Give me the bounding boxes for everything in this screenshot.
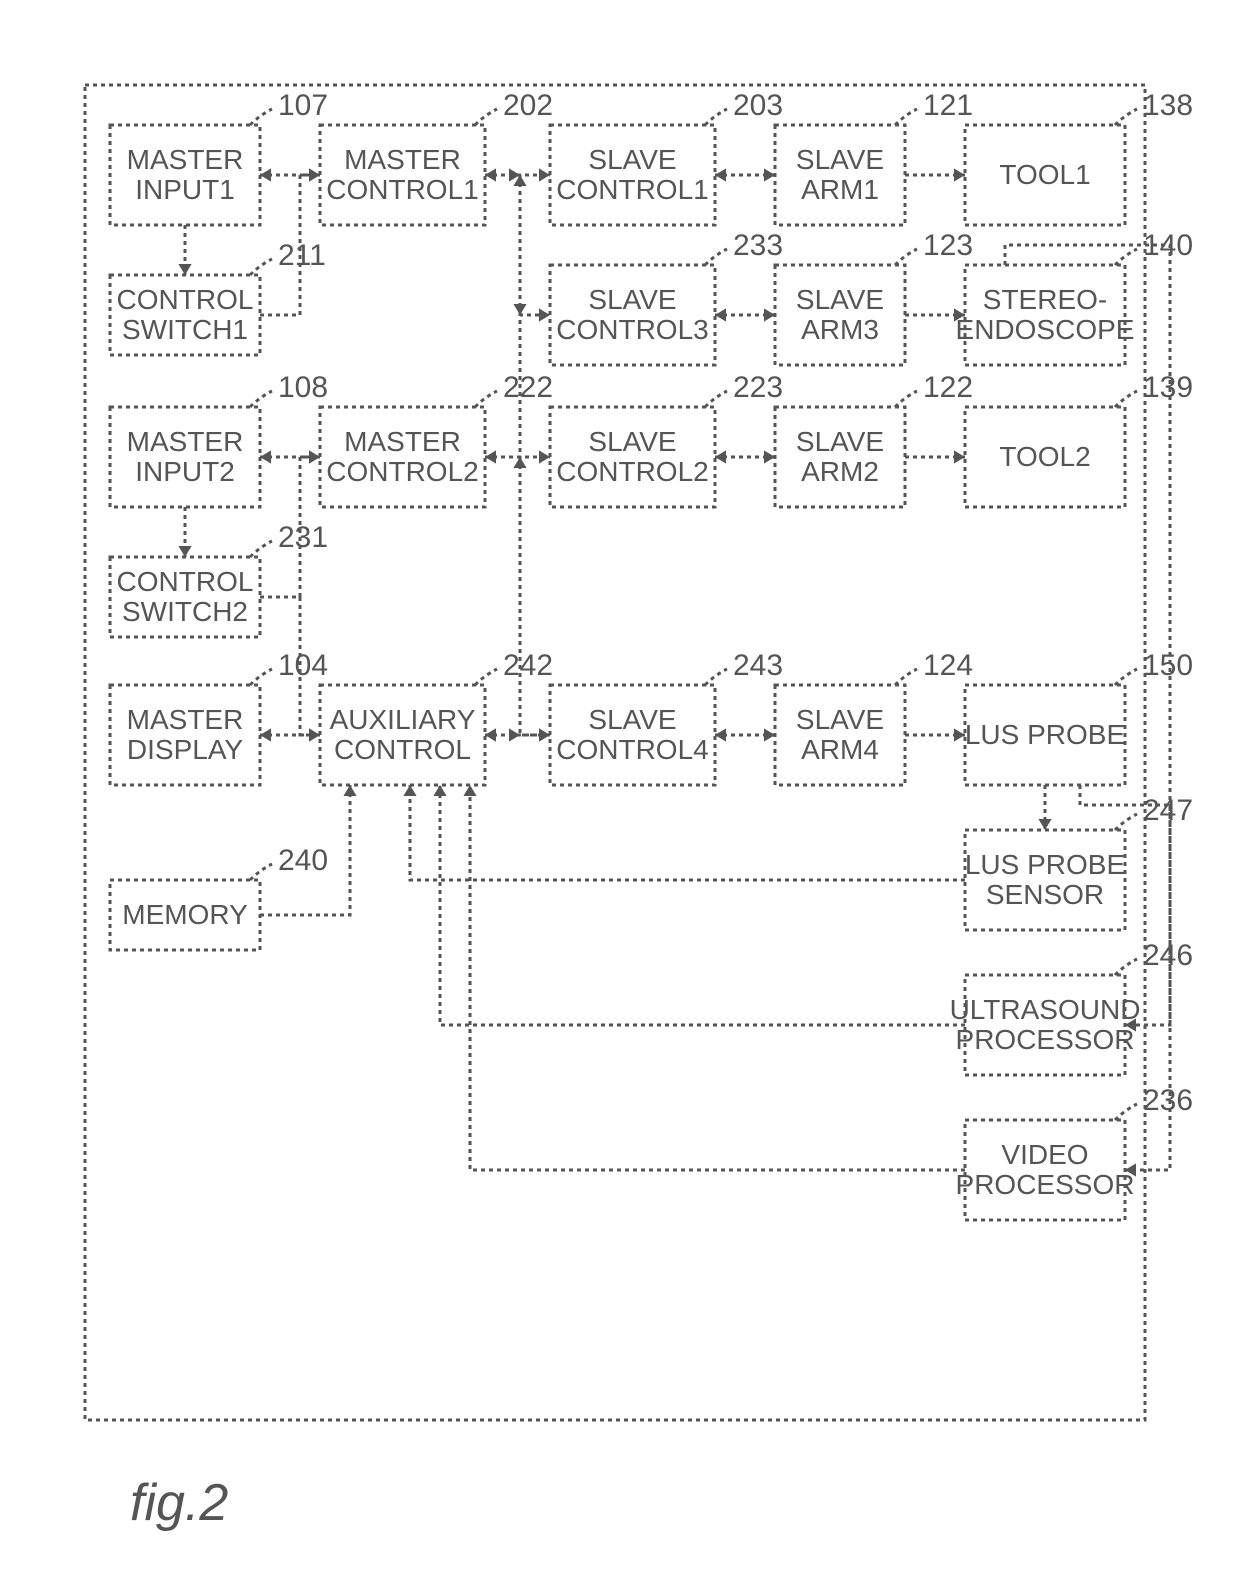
- ref-num: 122: [923, 371, 973, 404]
- block-label: MEMORY: [122, 899, 248, 930]
- ref-num: 139: [1143, 371, 1193, 404]
- block-label: CONTROL: [117, 566, 254, 597]
- block-label: ARM3: [801, 314, 879, 345]
- ref-num: 242: [503, 649, 553, 682]
- block-label: PROCESSOR: [956, 1024, 1135, 1055]
- block-label: ENDOSCOPE: [956, 314, 1135, 345]
- block-label: MASTER: [127, 704, 244, 735]
- block-label: ARM1: [801, 174, 879, 205]
- block-label: CONTROL1: [326, 174, 478, 205]
- block-label: CONTROL2: [326, 456, 478, 487]
- block-label: TOOL2: [999, 441, 1090, 472]
- block-label: SLAVE: [588, 704, 676, 735]
- ref-num: 222: [503, 371, 553, 404]
- ref-num: 202: [503, 89, 553, 122]
- block-label: DISPLAY: [127, 734, 244, 765]
- block-label: SENSOR: [986, 879, 1104, 910]
- block-label: STEREO-: [983, 284, 1107, 315]
- block-label: SLAVE: [796, 426, 884, 457]
- block-label: MASTER: [127, 426, 244, 457]
- ref-num: 107: [278, 89, 328, 122]
- block-label: CONTROL2: [556, 456, 708, 487]
- block-label: CONTROL3: [556, 314, 708, 345]
- block-label: INPUT2: [135, 456, 235, 487]
- block-label: CONTROL4: [556, 734, 708, 765]
- ref-num: 240: [278, 844, 328, 877]
- ref-num: 104: [278, 649, 328, 682]
- ref-num: 247: [1143, 794, 1193, 827]
- ref-num: 223: [733, 371, 783, 404]
- ref-num: 231: [278, 521, 328, 554]
- block-label: PROCESSOR: [956, 1169, 1135, 1200]
- ref-num: 233: [733, 229, 783, 262]
- ref-num: 243: [733, 649, 783, 682]
- block-label: SWITCH1: [122, 314, 248, 345]
- block-label: SLAVE: [796, 144, 884, 175]
- block-label: MASTER: [127, 144, 244, 175]
- ref-num: 108: [278, 371, 328, 404]
- block-label: SLAVE: [588, 144, 676, 175]
- block-label: CONTROL: [117, 284, 254, 315]
- block-label: VIDEO: [1001, 1139, 1088, 1170]
- block-label: MASTER: [344, 426, 461, 457]
- block-label: SWITCH2: [122, 596, 248, 627]
- ref-num: 124: [923, 649, 973, 682]
- ref-num: 150: [1143, 649, 1193, 682]
- ref-num: 203: [733, 89, 783, 122]
- block-label: AUXILIARY: [330, 704, 476, 735]
- block-label: SLAVE: [588, 426, 676, 457]
- block-label: SLAVE: [588, 284, 676, 315]
- block-label: CONTROL1: [556, 174, 708, 205]
- block-label: MASTER: [344, 144, 461, 175]
- ref-num: 121: [923, 89, 973, 122]
- ref-num: 211: [278, 239, 326, 272]
- block-label: LUS PROBE: [965, 719, 1125, 750]
- ref-num: 246: [1143, 939, 1193, 972]
- ref-num: 123: [923, 229, 973, 262]
- block-label: ARM2: [801, 456, 879, 487]
- block-label: CONTROL: [334, 734, 471, 765]
- block-label: ULTRASOUND: [950, 994, 1141, 1025]
- ref-num: 140: [1143, 229, 1193, 262]
- block-label: INPUT1: [135, 174, 235, 205]
- block-label: TOOL1: [999, 159, 1090, 190]
- block-label: ARM4: [801, 734, 879, 765]
- block-label: SLAVE: [796, 284, 884, 315]
- block-label: SLAVE: [796, 704, 884, 735]
- figure-label: fig.2: [130, 1474, 228, 1532]
- ref-num: 138: [1143, 89, 1193, 122]
- ref-num: 236: [1143, 1084, 1193, 1117]
- block-label: LUS PROBE: [965, 849, 1125, 880]
